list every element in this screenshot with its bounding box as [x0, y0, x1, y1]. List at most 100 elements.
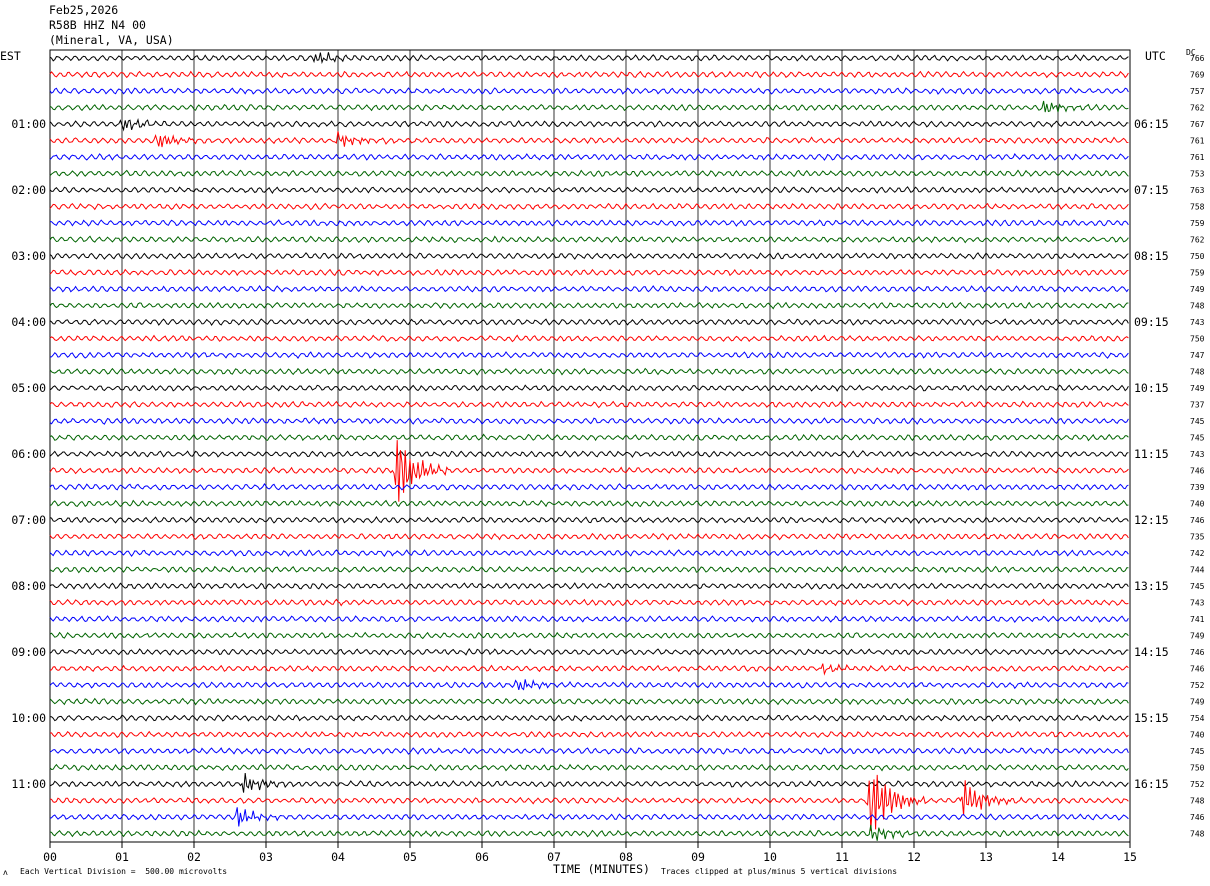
- dc-offset-label: 743: [1190, 450, 1205, 459]
- dc-offset-label: 759: [1190, 269, 1205, 278]
- trace-line: [49, 598, 1129, 607]
- trace-line: [50, 714, 1129, 722]
- left-hour-label: 10:00: [11, 711, 46, 725]
- x-tick-label: 11: [835, 850, 849, 864]
- clip-note: Traces clipped at plus/minus 5 vertical …: [661, 867, 898, 876]
- left-hour-label: 02:00: [11, 183, 46, 197]
- trace-line: [49, 268, 1129, 277]
- right-hour-label: 13:15: [1134, 579, 1169, 593]
- dc-offset-labels: 766 769 757 762 767 761 761 753 763 758 759 762 750 7…: [1190, 54, 1205, 839]
- trace-line: [49, 730, 1129, 739]
- trace-line: [49, 153, 1129, 161]
- x-tick-label: 02: [187, 850, 201, 864]
- trace-line: [49, 824, 1129, 841]
- dc-offset-label: 748: [1190, 797, 1205, 806]
- trace-line: [49, 87, 1129, 95]
- x-tick-label: 00: [43, 850, 57, 864]
- right-hour-label: 09:15: [1134, 315, 1169, 329]
- right-hour-label: 10:15: [1134, 381, 1169, 395]
- dc-offset-label: 735: [1190, 533, 1205, 542]
- trace-line: [49, 351, 1129, 359]
- x-axis-ticks: 00 01 02 03 04 05 06 07 08 09 10 11 12 13 14 15: [43, 842, 1137, 864]
- dc-offset-label: 737: [1190, 401, 1205, 410]
- right-hour-label: 08:15: [1134, 249, 1169, 263]
- trace-line: [49, 100, 1129, 113]
- trace-line: [49, 52, 1129, 65]
- trace-line: [49, 763, 1129, 772]
- left-hour-label: 03:00: [11, 249, 46, 263]
- left-hour-label: 07:00: [11, 513, 46, 527]
- dc-offset-label: 739: [1190, 483, 1205, 492]
- trace-line: [49, 433, 1129, 442]
- x-tick-label: 14: [1051, 850, 1065, 864]
- x-axis-title: TIME (MINUTES): [553, 862, 650, 876]
- left-hour-label: 06:00: [11, 447, 46, 461]
- header-station: R58B HHZ N4 00: [49, 18, 146, 32]
- trace-line: [49, 235, 1129, 244]
- dc-offset-label: 763: [1190, 186, 1205, 195]
- dc-offset-label: 753: [1190, 170, 1205, 179]
- dc-offset-label: 759: [1190, 219, 1205, 228]
- dc-offset-label: 745: [1190, 417, 1205, 426]
- dc-offset-label: 750: [1190, 764, 1205, 773]
- dc-offset-label: 757: [1190, 87, 1205, 96]
- trace-line: [49, 482, 1129, 491]
- trace-line: [49, 532, 1129, 541]
- trace-line: [49, 70, 1129, 79]
- trace-line: [49, 284, 1129, 293]
- x-tick-label: 04: [331, 850, 345, 864]
- dc-offset-label: 762: [1190, 104, 1205, 113]
- dc-offset-label: 748: [1190, 830, 1205, 839]
- right-hour-label: 11:15: [1134, 447, 1169, 461]
- trace-line: [49, 118, 1129, 132]
- trace-line: [49, 516, 1129, 525]
- trace-line: [49, 384, 1129, 392]
- trace-line: [49, 252, 1129, 260]
- trace-line: [49, 663, 1129, 676]
- dc-offset-label: 741: [1190, 615, 1205, 624]
- dc-offset-label: 743: [1190, 318, 1205, 327]
- dc-offset-label: 766: [1190, 54, 1205, 63]
- trace-line: [49, 450, 1129, 458]
- dc-offset-label: 740: [1190, 500, 1205, 509]
- minute-grid: [121, 50, 1059, 842]
- dc-offset-label: 754: [1190, 714, 1205, 723]
- station-mark-icon: ʌ: [3, 868, 8, 877]
- trace-line: [49, 186, 1129, 194]
- trace-line: [49, 582, 1129, 590]
- dc-offset-label: 746: [1190, 813, 1205, 822]
- x-tick-label: 03: [259, 850, 273, 864]
- trace-line: [49, 318, 1129, 327]
- dc-offset-label: 749: [1190, 632, 1205, 641]
- trace-line: [49, 334, 1129, 343]
- trace-line: [49, 219, 1129, 227]
- trace-line: [49, 697, 1129, 706]
- x-tick-label: 10: [763, 850, 777, 864]
- x-tick-label: 13: [979, 850, 993, 864]
- right-hour-label: 14:15: [1134, 645, 1169, 659]
- left-hour-labels: 01:00 02:00 03:00 04:00 05:00 06:00 07:00 08:00…: [11, 117, 46, 791]
- dc-offset-label: 745: [1190, 582, 1205, 591]
- left-hour-label: 09:00: [11, 645, 46, 659]
- left-hour-label: 01:00: [11, 117, 46, 131]
- trace-line: [49, 615, 1129, 623]
- dc-offset-label: 746: [1190, 467, 1205, 476]
- dc-offset-label: 745: [1190, 747, 1205, 756]
- left-hour-label: 08:00: [11, 579, 46, 593]
- header-date: Feb25,2026: [49, 3, 119, 17]
- dc-offset-label: 748: [1190, 302, 1205, 311]
- trace-line: [49, 549, 1129, 557]
- x-tick-label: 07: [547, 850, 561, 864]
- dc-offset-label: 769: [1190, 71, 1205, 80]
- dc-offset-label: 749: [1190, 285, 1205, 294]
- x-tick-label: 08: [619, 850, 633, 864]
- left-hour-label: 05:00: [11, 381, 46, 395]
- right-hour-label: 12:15: [1134, 513, 1169, 527]
- trace-line: [49, 747, 1129, 755]
- trace-line: [49, 774, 1129, 831]
- trace-line: [49, 773, 1129, 793]
- x-tick-label: 06: [475, 850, 489, 864]
- dc-offset-label: 743: [1190, 599, 1205, 608]
- dc-offset-label: 746: [1190, 665, 1205, 674]
- helicorder-traces: [49, 52, 1129, 841]
